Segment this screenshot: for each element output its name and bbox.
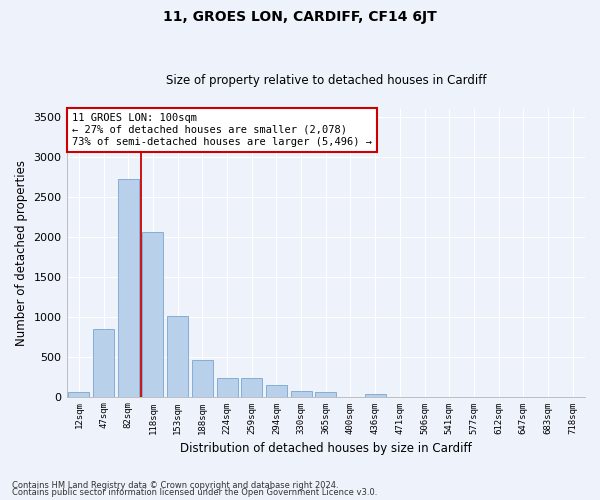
Text: 11, GROES LON, CARDIFF, CF14 6JT: 11, GROES LON, CARDIFF, CF14 6JT <box>163 10 437 24</box>
Title: Size of property relative to detached houses in Cardiff: Size of property relative to detached ho… <box>166 74 486 87</box>
Y-axis label: Number of detached properties: Number of detached properties <box>15 160 28 346</box>
Bar <box>241 378 262 396</box>
Bar <box>118 180 139 396</box>
Bar <box>365 394 386 396</box>
Bar <box>315 392 336 396</box>
Text: Contains HM Land Registry data © Crown copyright and database right 2024.: Contains HM Land Registry data © Crown c… <box>12 480 338 490</box>
Text: Contains public sector information licensed under the Open Government Licence v3: Contains public sector information licen… <box>12 488 377 497</box>
Bar <box>266 386 287 396</box>
Text: 11 GROES LON: 100sqm
← 27% of detached houses are smaller (2,078)
73% of semi-de: 11 GROES LON: 100sqm ← 27% of detached h… <box>72 114 372 146</box>
Bar <box>93 328 114 396</box>
Bar <box>192 360 213 397</box>
Bar <box>217 378 238 396</box>
Bar <box>142 232 163 396</box>
Bar <box>290 392 311 396</box>
Bar <box>167 316 188 396</box>
X-axis label: Distribution of detached houses by size in Cardiff: Distribution of detached houses by size … <box>180 442 472 455</box>
Bar <box>68 392 89 396</box>
